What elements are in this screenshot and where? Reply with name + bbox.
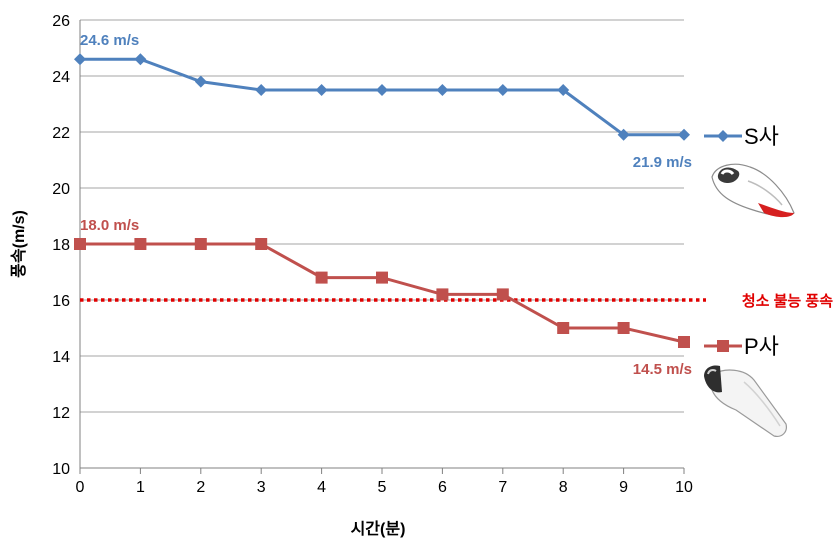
y-tick-label: 10 [52, 461, 70, 478]
y-tick-label: 26 [52, 13, 70, 30]
data-point [134, 238, 147, 250]
data-point [678, 128, 690, 141]
y-tick-label: 24 [52, 69, 70, 86]
legend-marker [717, 130, 729, 142]
x-tick-label: 1 [136, 479, 145, 496]
data-point [315, 271, 328, 284]
x-tick-label: 5 [378, 479, 387, 496]
data-point [436, 288, 449, 301]
label-layer: 24.6 m/s 21.9 m/s 18.0 m/s 14.5 m/s [80, 32, 692, 378]
legend-layer: S사 P사 [704, 124, 779, 359]
data-point [678, 336, 690, 348]
x-tick-label: 2 [196, 479, 205, 496]
data-point [376, 271, 388, 284]
data-point [194, 238, 207, 250]
x-tick-label: 0 [76, 479, 85, 496]
x-tick-label: 3 [257, 479, 266, 496]
x-tick-label: 8 [559, 479, 568, 496]
x-tick-label: 10 [675, 479, 693, 496]
s-vacuum-icon [711, 163, 795, 218]
y-axis-title: 풍속(m/s) [10, 210, 28, 278]
data-point [74, 238, 86, 250]
y-tick-label: 20 [52, 181, 70, 198]
y-tick-label: 16 [52, 293, 70, 310]
start-value-label: 24.6 m/s [80, 32, 139, 49]
y-tick-label: 22 [52, 125, 70, 142]
legend-label: P사 [744, 334, 779, 359]
legend-marker [717, 340, 729, 352]
end-value-label: 21.9 m/s [633, 154, 692, 171]
data-point [255, 84, 268, 96]
threshold-layer: 청소 불능 풍속 [80, 293, 833, 310]
data-point [617, 128, 630, 141]
data-point [496, 288, 509, 301]
y-tick-label: 12 [52, 405, 70, 422]
series-line-0 [80, 57, 684, 137]
series-layer [74, 53, 690, 348]
data-point [436, 84, 449, 96]
data-point [376, 84, 388, 96]
y-tick-label: 18 [52, 237, 70, 254]
p-vacuum-icon [704, 365, 787, 437]
data-point [496, 84, 509, 96]
end-value-label: 14.5 m/s [633, 361, 692, 378]
legend-label: S사 [744, 124, 779, 149]
data-point [617, 322, 630, 334]
x-tick-label: 4 [317, 479, 326, 496]
data-point [134, 53, 147, 66]
start-value-label: 18.0 m/s [80, 217, 139, 234]
x-tick-label: 7 [498, 479, 507, 496]
data-point [194, 75, 207, 88]
grid-layer [80, 19, 684, 413]
data-point [557, 322, 570, 334]
data-point [74, 53, 86, 66]
data-point [255, 238, 268, 250]
x-tick-label: 6 [438, 479, 447, 496]
x-tick-label: 9 [619, 479, 628, 496]
series-line-1 [80, 242, 685, 344]
data-point [557, 84, 570, 96]
x-axis-title: 시간(분) [351, 520, 406, 538]
y-tick-label: 14 [52, 349, 70, 366]
threshold-label: 청소 불능 풍속 [742, 293, 833, 310]
data-point [315, 84, 328, 96]
